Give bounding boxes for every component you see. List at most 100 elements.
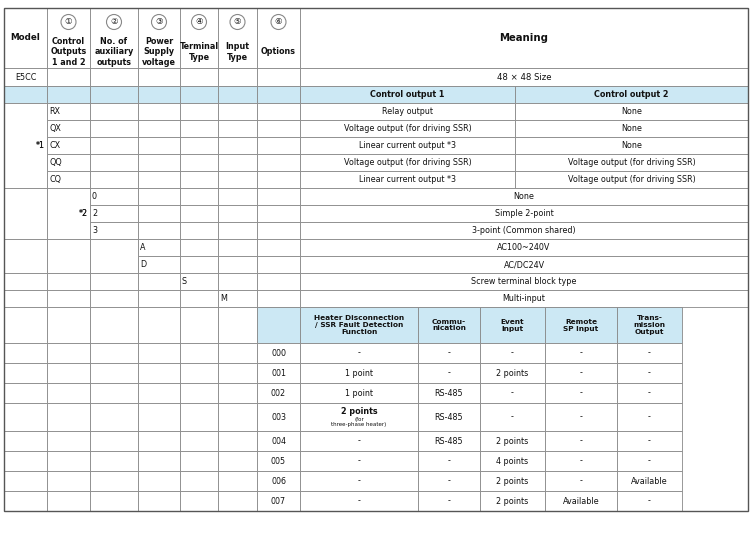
Bar — [180, 343, 218, 363]
Text: -: - — [648, 348, 651, 357]
Text: Commu-
nication: Commu- nication — [432, 319, 466, 332]
Bar — [90, 68, 138, 86]
Bar — [617, 363, 682, 383]
Text: Control output 2: Control output 2 — [594, 90, 669, 99]
Bar — [47, 307, 90, 343]
Bar — [257, 103, 300, 120]
Bar — [180, 307, 218, 343]
Bar — [617, 491, 682, 511]
Bar — [47, 273, 90, 290]
Bar — [180, 431, 218, 451]
Bar — [4, 431, 47, 451]
Bar — [4, 239, 47, 273]
Bar — [47, 451, 90, 471]
Bar — [515, 154, 748, 171]
Bar — [90, 363, 138, 383]
Bar — [418, 307, 480, 343]
Bar — [218, 154, 257, 171]
Bar — [138, 383, 180, 403]
Bar — [300, 273, 748, 290]
Text: Power
Supply
voltage: Power Supply voltage — [142, 37, 176, 67]
Text: -: - — [648, 456, 651, 465]
Text: -: - — [648, 497, 651, 506]
Bar — [300, 205, 748, 222]
Bar — [257, 171, 300, 188]
Bar — [418, 403, 480, 431]
Bar — [418, 363, 480, 383]
Bar — [90, 431, 138, 451]
Bar — [257, 290, 300, 307]
Bar — [515, 120, 748, 137]
Text: -: - — [580, 413, 583, 422]
Bar — [300, 307, 418, 343]
Text: Remote
SP Input: Remote SP Input — [563, 319, 598, 332]
Text: Heater Disconnection
/ SSR Fault Detection
Function: Heater Disconnection / SSR Fault Detecti… — [314, 315, 404, 335]
Text: 002: 002 — [271, 389, 286, 398]
Text: 2 points: 2 points — [496, 497, 529, 506]
Text: Simple 2-point: Simple 2-point — [495, 209, 554, 218]
Text: -: - — [448, 477, 451, 486]
Text: Available: Available — [632, 477, 668, 486]
Text: 001: 001 — [271, 368, 286, 377]
Text: *1: *1 — [36, 141, 45, 150]
Bar — [257, 137, 300, 154]
Bar — [90, 290, 138, 307]
Bar — [180, 403, 218, 431]
Bar — [300, 451, 418, 471]
Bar — [4, 290, 47, 307]
Bar — [300, 383, 418, 403]
Bar — [138, 431, 180, 451]
Bar — [180, 239, 218, 256]
Bar — [180, 137, 218, 154]
Text: 3: 3 — [92, 226, 97, 235]
Bar — [90, 343, 138, 363]
Text: RS-485: RS-485 — [435, 413, 463, 422]
Bar — [4, 403, 47, 431]
Text: *2: *2 — [79, 209, 88, 218]
Bar — [180, 383, 218, 403]
Bar — [4, 68, 47, 86]
Text: Control output 1: Control output 1 — [370, 90, 445, 99]
Bar — [617, 451, 682, 471]
Text: ⑤: ⑤ — [234, 17, 242, 26]
Text: M: M — [220, 294, 226, 303]
Bar — [418, 383, 480, 403]
Text: 4 points: 4 points — [496, 456, 529, 465]
Bar — [617, 343, 682, 363]
Text: 007: 007 — [271, 497, 286, 506]
Bar — [4, 103, 47, 188]
Text: No. of
auxiliary
outputs: No. of auxiliary outputs — [94, 37, 134, 67]
Bar — [138, 68, 180, 86]
Bar — [138, 154, 180, 171]
Bar — [4, 8, 47, 68]
Bar — [300, 256, 748, 273]
Bar — [138, 171, 180, 188]
Bar — [47, 171, 90, 188]
Bar — [300, 8, 748, 68]
Bar — [545, 363, 617, 383]
Text: ⑥: ⑥ — [274, 17, 282, 26]
Bar — [180, 256, 218, 273]
Bar — [257, 307, 300, 343]
Text: None: None — [621, 124, 642, 133]
Text: -: - — [511, 413, 514, 422]
Bar — [218, 188, 257, 205]
Bar — [218, 103, 257, 120]
Bar — [4, 103, 47, 188]
Bar — [180, 451, 218, 471]
Text: *1: *1 — [36, 141, 45, 150]
Text: Trans-
mission
Output: Trans- mission Output — [634, 315, 665, 335]
Text: Voltage output (for driving SSR): Voltage output (for driving SSR) — [568, 175, 695, 184]
Bar — [218, 431, 257, 451]
Text: -: - — [648, 389, 651, 398]
Text: 003: 003 — [271, 413, 286, 422]
Bar — [4, 86, 47, 103]
Bar — [218, 120, 257, 137]
Bar — [180, 171, 218, 188]
Bar — [90, 86, 138, 103]
Bar — [300, 137, 515, 154]
Bar — [480, 383, 545, 403]
Text: None: None — [621, 141, 642, 150]
Text: -: - — [358, 348, 361, 357]
Bar — [218, 451, 257, 471]
